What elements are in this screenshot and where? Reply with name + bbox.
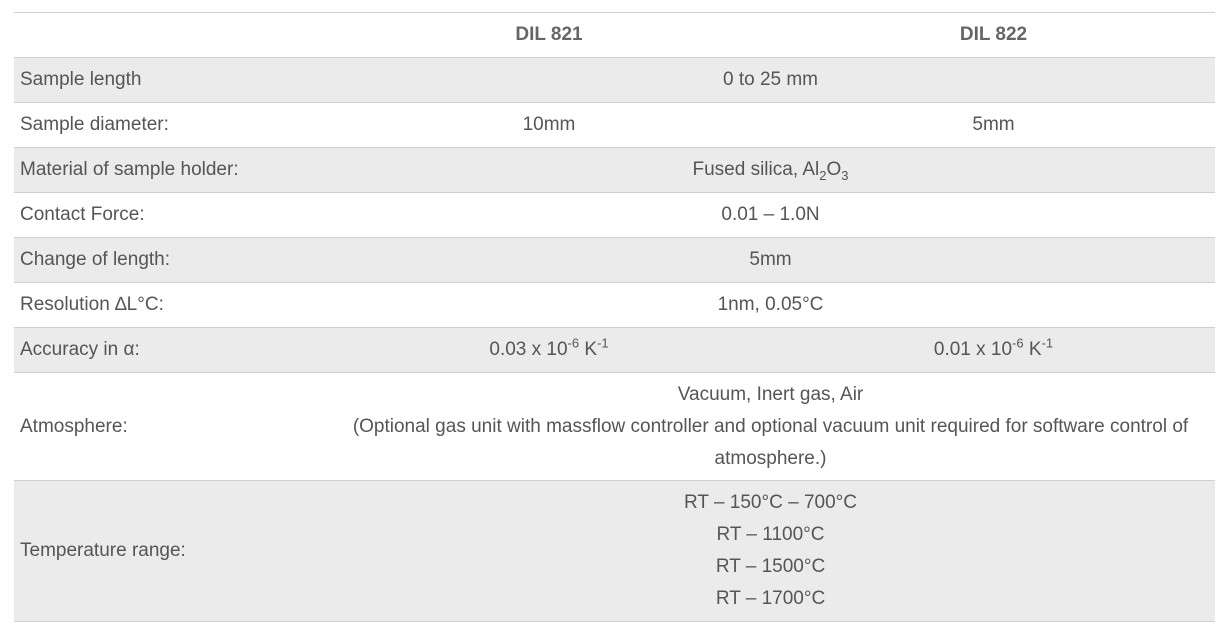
row-value-dil-822: 0.01 x 10-6 K-1 <box>772 327 1215 373</box>
value-text: O <box>826 159 842 180</box>
atmosphere-line-2: (Optional gas unit with massflow control… <box>352 415 1189 469</box>
row-sample-diameter: Sample diameter: 10mm 5mm <box>14 102 1215 148</box>
temperature-line: RT – 1100°C <box>716 524 825 545</box>
row-value: Vacuum, Inert gas, Air (Optional gas uni… <box>326 372 1215 481</box>
row-label: Change of length: <box>14 237 326 283</box>
row-resolution: Resolution ∆L°C: 1nm, 0.05°C <box>14 282 1215 328</box>
temperature-line: RT – 1700°C <box>715 588 826 609</box>
value-text: 0.01 x 10 <box>933 339 1013 360</box>
row-accuracy: Accuracy in α: 0.03 x 10-6 K-1 0.01 x 10… <box>14 327 1215 373</box>
row-label: Sample length <box>14 57 326 103</box>
row-sample-length: Sample length 0 to 25 mm <box>14 57 1215 103</box>
row-atmosphere: Atmosphere: Vacuum, Inert gas, Air (Opti… <box>14 372 1215 481</box>
temperature-line: RT – 150°C – 700°C <box>684 492 857 513</box>
header-dil-821: DIL 821 <box>326 12 772 58</box>
specifications-table: DIL 821 DIL 822 Sample length 0 to 25 mm… <box>14 12 1215 622</box>
row-value: Fused silica, Al2O3 <box>326 147 1215 193</box>
subscript: 2 <box>819 167 827 183</box>
row-value-dil-822: 5mm <box>772 102 1215 148</box>
row-label: Contact Force: <box>14 192 326 238</box>
superscript: -1 <box>597 335 609 351</box>
row-contact-force: Contact Force: 0.01 – 1.0N <box>14 192 1215 238</box>
atmosphere-line-1: Vacuum, Inert gas, Air <box>677 383 864 405</box>
row-value: 0.01 – 1.0N <box>326 192 1215 238</box>
unit-text: K <box>1023 339 1042 360</box>
subscript: 3 <box>841 167 849 183</box>
temperature-line: RT – 1500°C <box>715 556 826 577</box>
superscript: -1 <box>1041 335 1054 351</box>
row-label: Temperature range: <box>14 480 326 622</box>
row-change-of-length: Change of length: 5mm <box>14 237 1215 283</box>
row-label: Accuracy in α: <box>14 327 326 373</box>
value-text: Fused silica, Al <box>692 159 820 180</box>
superscript: -6 <box>1012 335 1024 351</box>
row-value-dil-821: 10mm <box>326 102 772 148</box>
row-label: Material of sample holder: <box>14 147 326 193</box>
row-value: RT – 150°C – 700°C RT – 1100°C RT – 1500… <box>326 480 1215 622</box>
value-text: 0.03 x 10 <box>489 339 568 360</box>
unit-text: K <box>579 339 598 360</box>
header-empty-cell <box>14 12 326 58</box>
row-temperature-range: Temperature range: RT – 150°C – 700°C RT… <box>14 480 1215 622</box>
row-value: 0 to 25 mm <box>326 57 1215 103</box>
row-label: Resolution ∆L°C: <box>14 282 326 328</box>
row-material: Material of sample holder: Fused silica,… <box>14 147 1215 193</box>
row-value: 1nm, 0.05°C <box>326 282 1215 328</box>
superscript: -6 <box>567 335 580 351</box>
row-value: 5mm <box>326 237 1215 283</box>
header-row: DIL 821 DIL 822 <box>14 12 1215 58</box>
row-label: Atmosphere: <box>14 372 326 481</box>
row-label: Sample diameter: <box>14 102 326 148</box>
header-dil-822: DIL 822 <box>772 12 1215 58</box>
row-value-dil-821: 0.03 x 10-6 K-1 <box>326 327 772 373</box>
